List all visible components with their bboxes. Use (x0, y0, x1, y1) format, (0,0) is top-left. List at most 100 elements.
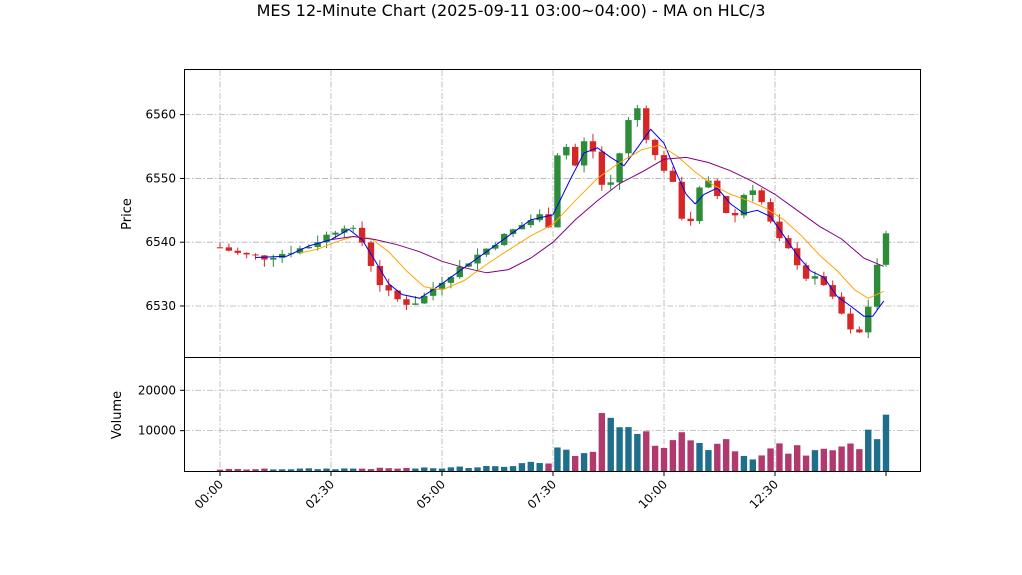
candle-body (660, 155, 668, 171)
candle-body (589, 141, 597, 152)
candle-body (643, 108, 650, 140)
candle-body (412, 303, 419, 305)
time-tick-label: 10:00 (636, 477, 670, 511)
candle-body (394, 290, 401, 300)
time-tick-label: 00:00 (192, 477, 226, 511)
candle-body (474, 254, 481, 264)
price-tick-label: 6550 (145, 171, 176, 185)
volume-bar (589, 451, 597, 471)
volume-bar (740, 455, 748, 471)
volume-bar (332, 469, 339, 471)
volume-bar (598, 413, 606, 471)
candle-body (554, 155, 561, 228)
candle-body (234, 250, 241, 253)
volume-bar (403, 467, 410, 471)
volume-bar (634, 433, 641, 471)
volume-panel-frame (184, 357, 921, 472)
candle-body (749, 190, 756, 195)
candle-body (873, 264, 881, 307)
volume-bar (278, 469, 286, 471)
volume-bar (429, 468, 437, 471)
volume-bar (856, 449, 863, 471)
price-tick-label: 6530 (145, 299, 176, 313)
volume-bar (607, 417, 614, 471)
volume-bar (580, 453, 588, 471)
volume-bar (865, 429, 872, 471)
candle-body (740, 194, 748, 216)
volume-bar (421, 467, 428, 471)
volume-bar (678, 432, 685, 471)
time-tick-label: 07:30 (525, 477, 559, 511)
candle-body (296, 248, 304, 254)
candle-body (518, 225, 526, 230)
candle-body (492, 244, 499, 249)
volume-bar (350, 468, 357, 471)
candle-body (563, 146, 570, 156)
volume-bar (545, 463, 552, 471)
volume-bar (625, 427, 632, 471)
volume-bar (358, 468, 366, 471)
candle-body (358, 227, 366, 243)
volume-bar (447, 467, 455, 471)
candle-body (634, 108, 641, 121)
volume-bar (438, 468, 446, 471)
candle-body (421, 295, 428, 304)
volume-bar (323, 468, 330, 471)
candle-body (341, 228, 348, 233)
volume-bar (794, 445, 801, 471)
volume-bar (261, 468, 268, 471)
volume-bar (563, 449, 570, 471)
volume-bar (572, 455, 579, 471)
candle-body (447, 277, 455, 283)
candle-body (545, 214, 552, 228)
candle-body (838, 296, 845, 314)
volume-bar (474, 467, 481, 471)
volume-bar (527, 461, 534, 471)
volume-bar (243, 469, 250, 471)
volume-bar (341, 468, 348, 471)
candle-body (669, 170, 677, 182)
candle-body (456, 266, 463, 278)
volume-bar (305, 468, 312, 471)
candle-body (722, 196, 730, 213)
volume-tick-label: 10000 (138, 424, 176, 438)
candle-body (847, 313, 854, 330)
volume-bar (509, 466, 517, 471)
volume-bar (394, 468, 401, 471)
candle-body (438, 282, 446, 289)
volume-bar (376, 467, 384, 471)
candle-body (216, 247, 224, 249)
volume-bar (483, 465, 490, 471)
volume-bar (847, 443, 854, 471)
volume-bar (731, 451, 739, 471)
candle-body (607, 182, 614, 185)
volume-bar (687, 440, 694, 471)
volume-bar (500, 466, 508, 471)
volume-bar (820, 448, 828, 471)
volume-bar (314, 469, 321, 471)
volume-bar (838, 446, 845, 471)
candle-body (865, 306, 872, 333)
volume-bar (669, 440, 677, 471)
volume-bar (802, 455, 810, 471)
candle-body (856, 329, 863, 333)
candle-body (332, 232, 339, 235)
volume-bar (456, 466, 463, 471)
ma-mid-line (299, 144, 885, 299)
time-tick-label: 02:30 (303, 477, 337, 511)
volume-bar (785, 453, 792, 471)
volume-bar (270, 469, 277, 471)
candle-body (350, 227, 357, 229)
volume-bar (776, 443, 783, 471)
volume-bar (660, 447, 668, 471)
candle-body (536, 214, 543, 221)
candle-body (376, 266, 384, 286)
volume-bar (385, 468, 392, 471)
price-axis-label: Price (120, 198, 135, 230)
volume-bar (536, 463, 543, 471)
candle-body (794, 248, 801, 266)
volume-bar (873, 439, 881, 471)
volume-bar (216, 469, 224, 471)
candle-body (687, 218, 694, 222)
